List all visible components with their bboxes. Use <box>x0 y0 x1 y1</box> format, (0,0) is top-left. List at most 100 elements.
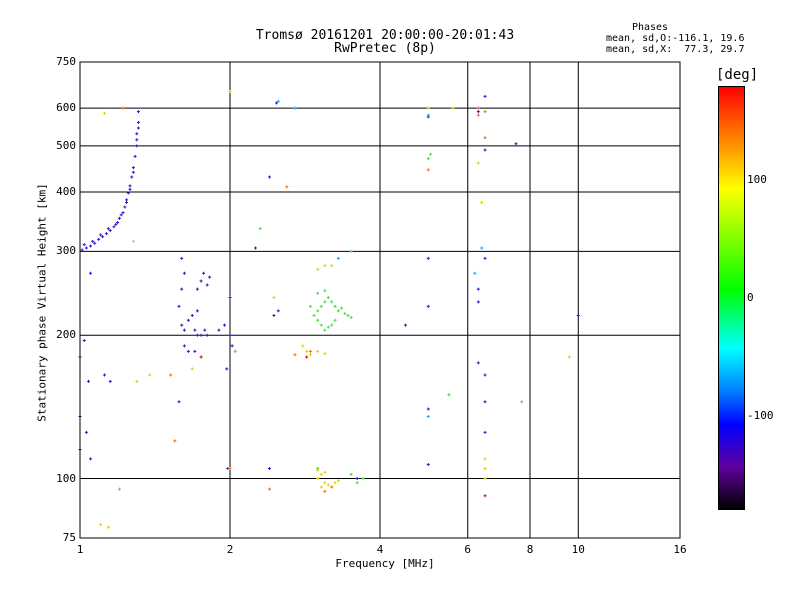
data-point <box>89 271 93 275</box>
data-point <box>223 323 227 327</box>
grid-lines <box>80 62 680 538</box>
data-point <box>136 126 140 130</box>
data-point <box>323 328 327 332</box>
data-point <box>323 470 327 474</box>
data-point <box>267 487 271 491</box>
y-axis-label: Stationary phase Virtual Height [km] <box>35 183 49 422</box>
data-point <box>117 216 121 220</box>
data-point <box>225 367 229 371</box>
x-tick-label: 2 <box>226 543 234 556</box>
data-point <box>330 264 334 268</box>
data-point <box>323 264 327 268</box>
data-point <box>117 487 121 491</box>
phase-colorbar <box>718 86 745 510</box>
data-points <box>78 90 580 529</box>
data-point <box>319 323 323 327</box>
data-point <box>190 367 194 371</box>
colorbar-tick: -100 <box>747 408 774 422</box>
data-point <box>202 271 206 275</box>
data-point <box>133 154 137 158</box>
data-point <box>330 485 334 489</box>
data-point <box>86 379 90 383</box>
phases-x-stats: mean, sd,X: 77.3, 29.7 <box>606 44 745 55</box>
data-point <box>276 99 280 103</box>
data-point <box>483 373 487 377</box>
x-tick-label: 4 <box>376 543 384 556</box>
data-point <box>228 466 232 470</box>
data-point <box>476 161 480 165</box>
data-point <box>319 472 323 476</box>
data-point <box>476 300 480 304</box>
data-point <box>199 355 203 359</box>
data-point <box>89 244 93 248</box>
data-point <box>148 373 152 377</box>
phases-o-stats: mean, sd,O:-116.1, 19.6 <box>606 33 745 44</box>
y-tick-label: 500 <box>56 138 76 152</box>
data-point <box>267 466 271 470</box>
data-point <box>136 110 140 114</box>
data-point <box>483 477 487 481</box>
colorbar-label: [deg] <box>716 67 759 83</box>
data-point <box>182 271 186 275</box>
data-point <box>326 296 330 300</box>
data-point <box>361 477 365 481</box>
data-point <box>308 304 312 308</box>
data-point <box>104 232 108 236</box>
data-point <box>135 138 139 142</box>
data-point <box>476 361 480 365</box>
data-point <box>323 300 327 304</box>
data-point <box>426 407 430 411</box>
data-point <box>426 414 430 418</box>
data-point <box>476 106 480 110</box>
data-point <box>190 314 194 318</box>
data-point <box>177 304 181 308</box>
data-point <box>473 271 477 275</box>
data-point <box>123 205 127 209</box>
x-tick-label: 10 <box>571 543 585 556</box>
data-point <box>205 283 209 287</box>
data-point <box>272 296 276 300</box>
data-point <box>93 241 97 245</box>
data-point <box>293 106 297 110</box>
data-point <box>119 213 123 217</box>
data-point <box>169 373 173 377</box>
data-point <box>125 198 129 202</box>
data-point <box>180 287 184 291</box>
data-point <box>349 315 353 319</box>
data-point <box>125 201 129 205</box>
data-point <box>323 481 327 485</box>
data-point <box>128 184 132 188</box>
data-point <box>323 489 327 493</box>
data-point <box>180 323 184 327</box>
data-point <box>480 246 484 250</box>
data-point <box>114 222 118 226</box>
data-point <box>308 349 312 353</box>
data-point <box>426 106 430 110</box>
data-point <box>193 349 197 353</box>
data-point <box>316 318 320 322</box>
data-point <box>316 291 320 295</box>
x-tick-label: 16 <box>673 543 687 556</box>
data-point <box>346 314 350 318</box>
data-point <box>316 466 320 470</box>
plot-frame <box>79 61 681 539</box>
data-point <box>275 101 279 105</box>
data-point <box>305 349 309 353</box>
data-point <box>103 111 107 115</box>
y-tick-label: 75 <box>62 531 76 544</box>
data-point <box>135 379 139 383</box>
data-point <box>135 132 139 136</box>
data-point <box>326 483 330 487</box>
y-tick-label: 400 <box>56 184 76 198</box>
y-tick-label: 300 <box>56 244 76 258</box>
data-point <box>349 249 353 253</box>
data-point <box>567 355 571 359</box>
data-point <box>177 400 181 404</box>
data-point <box>514 142 518 146</box>
data-point <box>483 400 487 404</box>
data-point <box>319 304 323 308</box>
chart-subtitle: RwPretec (8p) <box>334 41 436 56</box>
data-point <box>136 120 140 124</box>
data-point <box>330 323 334 327</box>
data-point <box>91 239 95 243</box>
